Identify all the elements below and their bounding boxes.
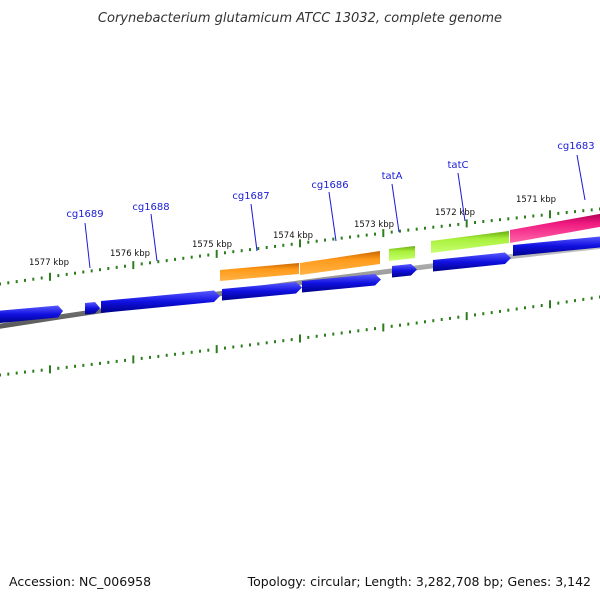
orange-feature-block[interactable] xyxy=(300,251,380,275)
genome-backbone xyxy=(0,244,600,329)
scale-label: 1572 kbp xyxy=(435,208,475,218)
scale-label: 1576 kbp xyxy=(110,249,150,259)
scale-label: 1575 kbp xyxy=(192,240,232,250)
reverse-gene-arrow[interactable] xyxy=(302,274,381,293)
lime-feature-block[interactable] xyxy=(431,231,509,253)
gene-label-cg1689[interactable]: cg1689 xyxy=(66,209,103,220)
gene-label-leaders xyxy=(84,154,586,269)
gene-label-tatC[interactable]: tatC xyxy=(448,160,469,171)
reverse-gene-arrow[interactable] xyxy=(101,290,220,314)
topology-text: Topology: circular; Length: 3,282,708 bp… xyxy=(247,574,591,589)
leader-line xyxy=(328,191,337,242)
leader-line xyxy=(576,154,586,201)
leader-line xyxy=(84,222,91,269)
gene-label-cg1686[interactable]: cg1686 xyxy=(311,180,348,191)
gene-label-cg1687[interactable]: cg1687 xyxy=(232,191,269,202)
reverse-gene-arrow[interactable] xyxy=(222,282,302,301)
gene-label-cg1683[interactable]: cg1683 xyxy=(557,141,594,152)
leader-line xyxy=(150,213,158,262)
scale-label: 1577 kbp xyxy=(29,258,69,268)
leader-line xyxy=(250,203,258,252)
orange-feature-block[interactable] xyxy=(220,263,299,281)
scale-label: 1571 kbp xyxy=(516,195,556,205)
leader-line xyxy=(457,172,466,222)
lime-feature-block[interactable] xyxy=(389,246,415,261)
gene-label-cg1688[interactable]: cg1688 xyxy=(132,202,169,213)
reverse-gene-arrow[interactable] xyxy=(513,236,600,256)
reverse-gene-arrow[interactable] xyxy=(0,305,63,324)
reverse-gene-arrow[interactable] xyxy=(433,252,511,272)
gene-label-tatA[interactable]: tatA xyxy=(382,171,403,182)
scale-label: 1574 kbp xyxy=(273,231,313,241)
reverse-gene-arrow[interactable] xyxy=(85,302,100,315)
leader-line xyxy=(391,183,400,233)
outer-scale-ticks xyxy=(0,207,600,286)
scale-label: 1573 kbp xyxy=(354,220,394,230)
reverse-gene-arrow[interactable] xyxy=(392,264,417,278)
accession-text: Accession: NC_006958 xyxy=(9,574,151,589)
inner-scale-ticks xyxy=(0,295,600,377)
magenta-feature-block[interactable] xyxy=(510,213,600,243)
map-title: Corynebacterium glutamicum ATCC 13032, c… xyxy=(98,11,502,26)
